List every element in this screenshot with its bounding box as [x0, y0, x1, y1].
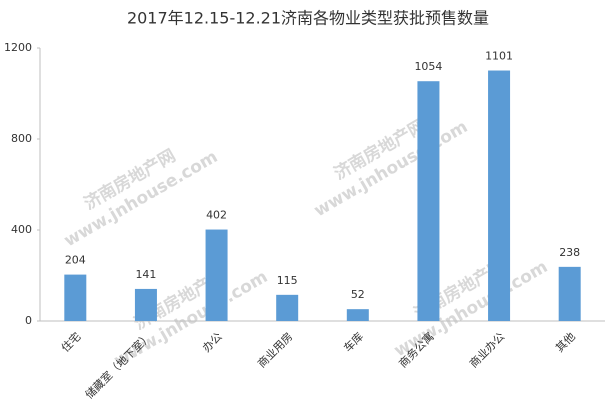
chart-title: 2017年12.15-12.21济南各物业类型获批预售数量: [127, 9, 489, 28]
y-tick-label: 400: [11, 223, 32, 236]
bar: [276, 294, 299, 321]
bar: [558, 266, 581, 321]
value-label: 238: [559, 246, 580, 259]
bar: [346, 309, 369, 321]
value-label: 52: [351, 288, 365, 301]
value-label: 402: [206, 209, 227, 222]
bar: [417, 81, 440, 321]
y-tick-label: 0: [25, 314, 32, 327]
value-label: 1101: [485, 50, 513, 63]
bar: [134, 288, 157, 321]
x-tick-label: 商业办公: [466, 329, 507, 370]
x-tick-label: 商业用房: [254, 329, 295, 370]
value-label: 141: [135, 268, 156, 281]
bar: [64, 274, 87, 321]
value-label: 1054: [414, 60, 442, 73]
x-tick-label: 车库: [341, 329, 366, 354]
bar: [205, 229, 228, 321]
value-label: 115: [277, 274, 298, 287]
y-tick-label: 800: [11, 132, 32, 145]
value-label: 204: [65, 254, 86, 267]
x-tick-label: 其他: [553, 330, 578, 355]
x-tick-label: 住宅: [58, 329, 83, 354]
bar: [488, 70, 511, 322]
y-tick-label: 1200: [4, 41, 32, 54]
x-tick-label: 储藏室（地下室）: [82, 329, 154, 401]
x-tick-label: 办公: [200, 330, 225, 355]
